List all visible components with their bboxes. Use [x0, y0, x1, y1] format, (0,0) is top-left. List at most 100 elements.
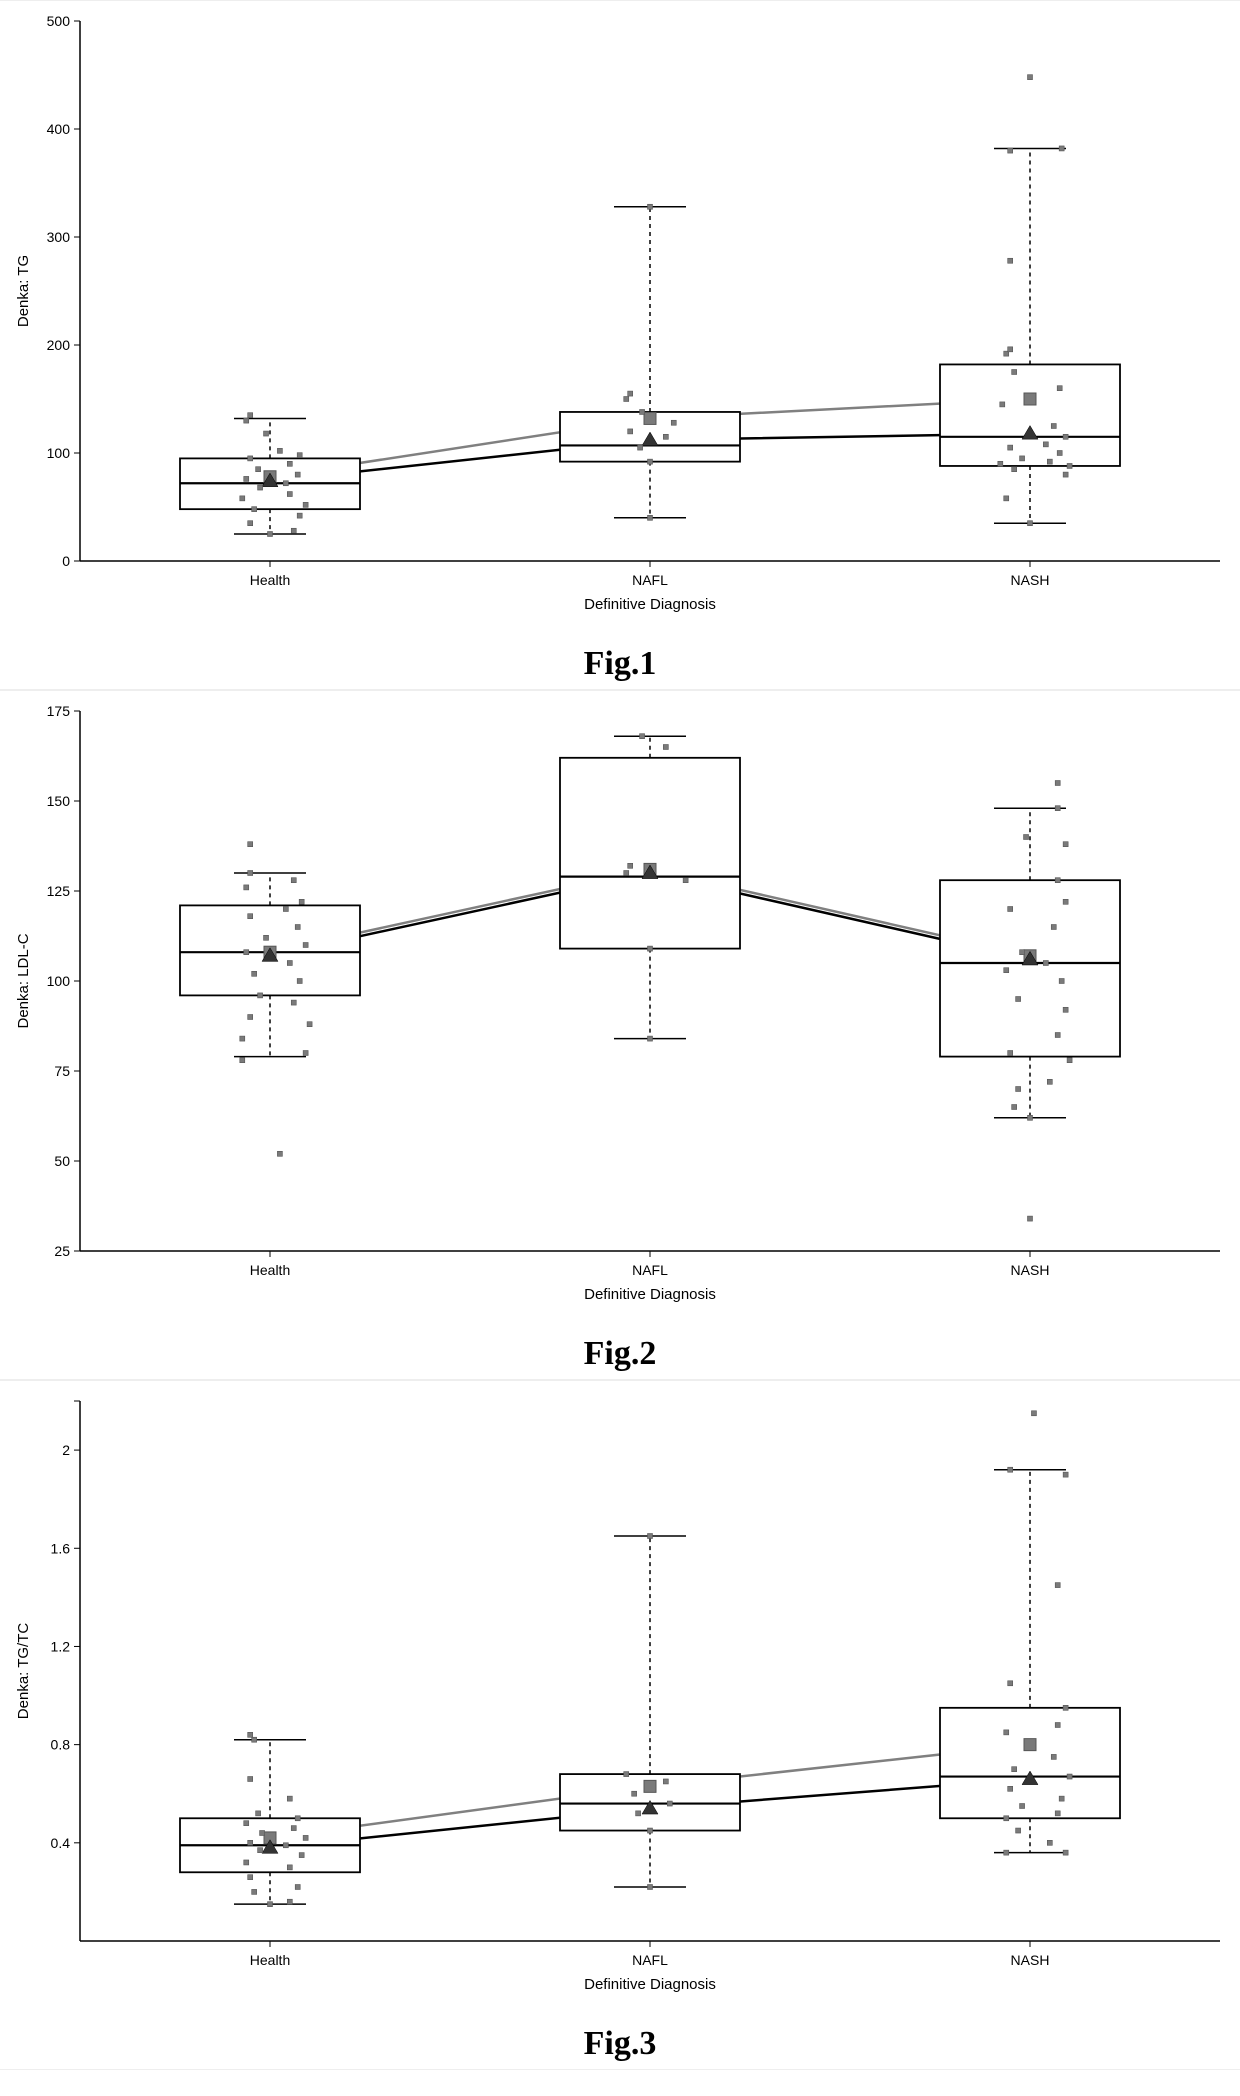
- y-axis-label: Denka: TG/TC: [15, 1623, 32, 1720]
- data-point: [1063, 1705, 1068, 1710]
- data-point: [648, 459, 653, 464]
- xtick-label: NAFL: [632, 572, 668, 588]
- data-point: [1067, 1058, 1072, 1063]
- ytick-label: 25: [54, 1243, 70, 1259]
- data-point: [1043, 961, 1048, 966]
- data-point: [248, 1732, 253, 1737]
- data-point: [1008, 907, 1013, 912]
- data-point: [648, 204, 653, 209]
- data-point: [648, 1534, 653, 1539]
- data-point: [1020, 1804, 1025, 1809]
- data-point: [1055, 1811, 1060, 1816]
- data-point: [1008, 1681, 1013, 1686]
- ytick-label: 150: [47, 793, 71, 809]
- data-point: [1051, 925, 1056, 930]
- data-point: [1004, 1850, 1009, 1855]
- ytick-label: 175: [47, 703, 71, 719]
- data-point: [244, 476, 249, 481]
- box: [940, 364, 1120, 466]
- data-point: [268, 1902, 273, 1907]
- data-point: [671, 420, 676, 425]
- data-point: [1012, 467, 1017, 472]
- xtick-label: NASH: [1011, 1952, 1050, 1968]
- data-point: [287, 1796, 292, 1801]
- data-point: [291, 528, 296, 533]
- mean-marker: [644, 412, 656, 424]
- data-point: [240, 1058, 245, 1063]
- data-point: [295, 1885, 300, 1890]
- ytick-label: 400: [47, 121, 71, 137]
- data-point: [1000, 402, 1005, 407]
- data-point: [648, 1828, 653, 1833]
- data-point: [624, 871, 629, 876]
- data-point: [244, 885, 249, 890]
- figure-caption: Fig.2: [0, 1335, 1240, 1373]
- ytick-label: 300: [47, 229, 71, 245]
- data-point: [268, 532, 273, 537]
- data-point: [252, 1889, 257, 1894]
- ytick-label: 1.2: [51, 1638, 71, 1654]
- data-point: [1067, 463, 1072, 468]
- data-point: [248, 1840, 253, 1845]
- data-point: [683, 878, 688, 883]
- xtick-label: NASH: [1011, 1262, 1050, 1278]
- ytick-label: 100: [47, 973, 71, 989]
- ytick-label: 100: [47, 445, 71, 461]
- data-point: [248, 842, 253, 847]
- xtick-label: NAFL: [632, 1262, 668, 1278]
- data-point: [998, 461, 1003, 466]
- data-point: [1031, 1411, 1036, 1416]
- ytick-label: 125: [47, 883, 71, 899]
- data-point: [1016, 997, 1021, 1002]
- data-point: [258, 993, 263, 998]
- data-point: [258, 1848, 263, 1853]
- data-point: [297, 979, 302, 984]
- figure-caption: Fig.3: [0, 2025, 1240, 2063]
- data-point: [240, 1036, 245, 1041]
- data-point: [663, 434, 668, 439]
- data-point: [287, 1865, 292, 1870]
- data-point: [636, 1811, 641, 1816]
- data-point: [638, 445, 643, 450]
- data-point: [252, 971, 257, 976]
- data-point: [252, 1737, 257, 1742]
- data-point: [1028, 521, 1033, 526]
- data-point: [624, 1772, 629, 1777]
- data-point: [1055, 1583, 1060, 1588]
- data-point: [1063, 434, 1068, 439]
- box: [940, 1708, 1120, 1818]
- data-point: [1020, 950, 1025, 955]
- data-point: [648, 946, 653, 951]
- data-point: [624, 397, 629, 402]
- data-point: [291, 1000, 296, 1005]
- data-point: [295, 925, 300, 930]
- data-point: [291, 1826, 296, 1831]
- xtick-label: Health: [250, 572, 290, 588]
- data-point: [256, 1811, 261, 1816]
- figure-block: 0100200300400500HealthNAFLNASHDefinitive…: [0, 0, 1240, 690]
- data-point: [252, 507, 257, 512]
- data-point: [295, 1816, 300, 1821]
- data-point: [1059, 146, 1064, 151]
- data-point: [1020, 456, 1025, 461]
- data-point: [244, 1821, 249, 1826]
- data-point: [1063, 1007, 1068, 1012]
- box: [560, 758, 740, 949]
- data-point: [1012, 370, 1017, 375]
- data-point: [1055, 878, 1060, 883]
- data-point: [1028, 1216, 1033, 1221]
- data-point: [264, 935, 269, 940]
- data-point: [1055, 806, 1060, 811]
- data-point: [667, 1801, 672, 1806]
- data-point: [1004, 496, 1009, 501]
- data-point: [303, 1835, 308, 1840]
- xtick-label: Health: [250, 1262, 290, 1278]
- ytick-label: 500: [47, 13, 71, 29]
- ytick-label: 0: [62, 553, 70, 569]
- data-point: [1004, 968, 1009, 973]
- boxplot-chart: 0.40.81.21.62HealthNAFLNASHDefinitive Di…: [0, 1381, 1240, 2021]
- data-point: [1057, 386, 1062, 391]
- data-point: [258, 485, 263, 490]
- data-point: [277, 448, 282, 453]
- data-point: [307, 1022, 312, 1027]
